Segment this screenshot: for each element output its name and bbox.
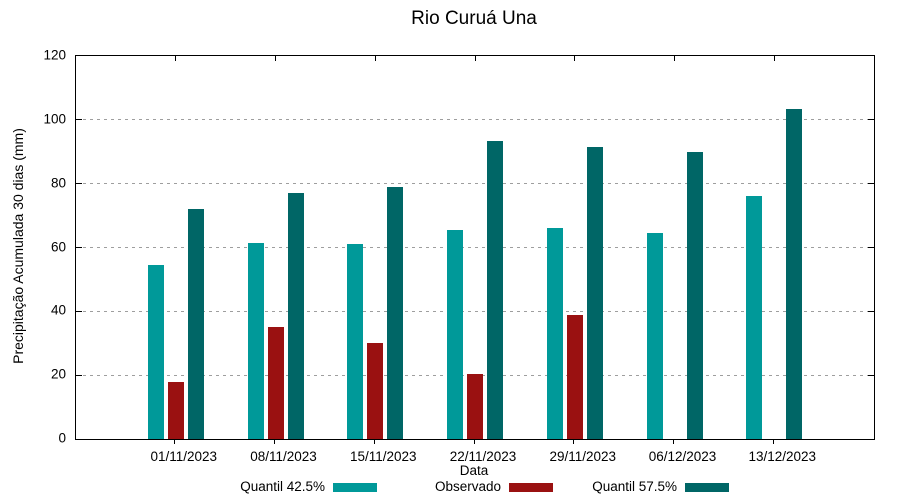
legend-label: Observado	[434, 479, 501, 494]
grid-line	[76, 247, 874, 248]
y-tick-mirror	[868, 247, 874, 248]
y-tick-label: 100	[43, 111, 66, 127]
x-tick-bottom	[473, 439, 475, 444]
grid-line	[76, 183, 874, 185]
bar	[467, 373, 483, 439]
legend-swatch	[333, 483, 377, 492]
x-tick-label: 08/11/2023	[250, 449, 317, 464]
bar	[267, 327, 284, 439]
x-tick-top	[275, 56, 276, 61]
legend-label: Quantil 57.5%	[592, 479, 677, 494]
y-tick	[76, 247, 82, 248]
y-tick	[76, 374, 82, 376]
y-tick-mirror	[868, 119, 874, 121]
x-tick-label: 15/11/2023	[349, 449, 417, 464]
x-axis-label: Data	[459, 463, 489, 478]
y-tick-mirror	[868, 374, 874, 376]
y-tick-label: 40	[50, 302, 66, 318]
bar	[646, 233, 663, 439]
y-tick-label: 0	[58, 430, 66, 446]
legend-entry: Observado	[353, 479, 553, 495]
x-tick-bottom	[673, 439, 674, 444]
bar	[147, 265, 164, 439]
bar	[347, 244, 364, 439]
y-tick-label: 80	[50, 175, 66, 191]
bar	[247, 242, 264, 439]
bar	[387, 186, 404, 439]
x-tick-bottom	[174, 439, 176, 444]
bar	[447, 229, 463, 439]
x-tick-top	[674, 56, 675, 61]
legend-swatch	[685, 483, 729, 492]
y-axis-label: Precipitação Acumulada 30 dias (mm)	[10, 128, 26, 364]
x-tick-bottom	[274, 439, 275, 444]
y-tick-label: 120	[43, 47, 66, 63]
y-tick-label: 60	[50, 239, 66, 254]
bar	[167, 381, 184, 439]
x-tick-label: 06/12/2023	[648, 449, 717, 464]
bar	[746, 196, 763, 439]
legend-entry: Quantil 42.5%	[177, 479, 377, 495]
y-tick	[76, 183, 82, 185]
bar	[187, 209, 204, 439]
bar	[367, 343, 384, 439]
x-tick-top	[474, 56, 476, 61]
y-tick-mirror	[868, 183, 874, 185]
legend-label: Quantil 42.5%	[240, 479, 325, 494]
x-tick-bottom	[373, 439, 375, 444]
plot-area	[75, 55, 875, 440]
x-tick-bottom	[772, 439, 774, 444]
bar	[786, 108, 803, 439]
x-tick-label: 29/11/2023	[549, 449, 617, 464]
x-tick-label: 13/12/2023	[748, 449, 817, 464]
bar	[566, 314, 583, 439]
bar	[546, 228, 563, 439]
y-tick-label: 20	[50, 366, 66, 382]
chart-title: Rio Curuá Una	[411, 8, 537, 29]
x-tick-label: 01/11/2023	[150, 449, 218, 464]
bar	[686, 151, 703, 439]
legend-swatch	[509, 483, 553, 492]
grid-line	[76, 119, 874, 121]
bar	[487, 140, 503, 439]
legend-entry: Quantil 57.5%	[529, 479, 729, 495]
y-tick	[76, 119, 82, 121]
x-tick-label: 22/11/2023	[449, 449, 517, 464]
grid-line	[76, 310, 874, 312]
x-tick-top	[175, 56, 177, 61]
x-tick-top	[574, 56, 576, 61]
x-tick-top	[773, 56, 775, 61]
y-tick-mirror	[868, 310, 874, 312]
x-tick-bottom	[573, 439, 575, 444]
bar	[586, 146, 603, 439]
y-tick	[76, 310, 82, 312]
bar	[287, 193, 304, 439]
x-tick-top	[374, 56, 376, 61]
